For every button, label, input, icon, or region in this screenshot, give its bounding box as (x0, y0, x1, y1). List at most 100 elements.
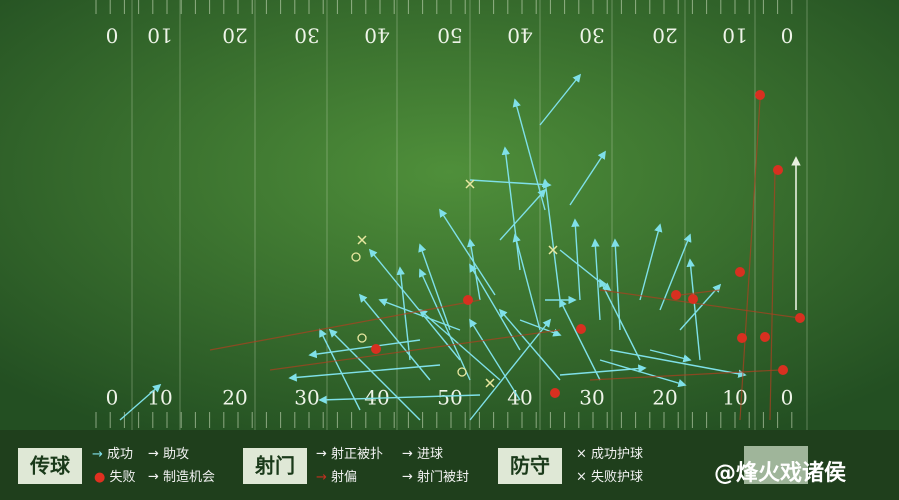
legend-item: → 制造机会 (148, 470, 215, 485)
legend-title: 射门 (254, 454, 295, 478)
defense-ring (351, 252, 361, 262)
pass-arrow (439, 208, 496, 296)
fail-dot (463, 295, 473, 305)
watermark: @烽火戏诸侯 (714, 460, 846, 486)
pass-arrow (469, 179, 552, 189)
miss-line (679, 289, 721, 296)
pass-arrow (686, 258, 701, 361)
field (0, 0, 899, 430)
miss-line (599, 289, 801, 319)
pass-arrow (611, 238, 621, 331)
fail-dot (795, 313, 805, 323)
fail-dot (778, 365, 788, 375)
pass-arrow (501, 146, 521, 271)
pass-arrow (512, 233, 541, 331)
legend-tag (18, 448, 82, 484)
fail-dot (755, 90, 765, 100)
legend-item: → 射门被封 (402, 469, 469, 485)
pass-arrow (599, 278, 641, 361)
yard-number: 10 (147, 386, 172, 410)
pass-arrow (541, 178, 561, 301)
pass-arrow (649, 349, 692, 363)
pass-arrow (318, 394, 481, 404)
pass-arrow (639, 223, 663, 301)
yard-number: 50 (437, 24, 462, 48)
legend-title: 传球 (29, 454, 71, 478)
pass-arrow (469, 318, 552, 421)
fail-dot (550, 388, 560, 398)
pass-arrow (499, 188, 547, 241)
legend-tag (243, 448, 307, 484)
fail-dot (688, 294, 698, 304)
pass-arrow (358, 293, 431, 381)
defense-mark (548, 245, 558, 255)
pass-arrow (569, 150, 606, 206)
pass-arrow (571, 218, 581, 301)
miss-line (209, 299, 481, 351)
yard-number: 20 (652, 24, 677, 48)
yard-number: 20 (652, 386, 677, 410)
legend-title: 防守 (510, 454, 550, 478)
yard-number: 30 (294, 386, 319, 410)
legend-item: → 射正被扑 (316, 446, 383, 462)
defense-ring (357, 333, 367, 343)
legend-item: → 射偏 (316, 469, 357, 485)
fail-dot (773, 165, 783, 175)
legend-item: → 成功 (92, 447, 133, 462)
pass-arrow (328, 328, 421, 421)
pass-arrow (659, 233, 692, 311)
pass-arrow (539, 73, 582, 126)
yard-number: 0 (106, 24, 119, 48)
legend-item: × 失败护球 (576, 470, 643, 485)
miss-line (589, 369, 781, 381)
pass-arrow (378, 298, 461, 331)
pass-arrow (599, 359, 687, 388)
yard-number: 50 (437, 386, 462, 410)
defense-mark (357, 235, 367, 245)
pass-arrow (308, 339, 421, 359)
yard-number: 0 (106, 386, 119, 410)
defense-mark (485, 378, 495, 388)
pass-arrow (559, 298, 601, 381)
fail-dot (671, 290, 681, 300)
pass-arrow (119, 383, 162, 421)
yard-number: 30 (579, 386, 604, 410)
yard-number: 0 (781, 386, 794, 410)
legend-item: × 成功护球 (576, 447, 643, 462)
defense-ring (457, 367, 467, 377)
legend-item: ● 失败 (94, 470, 136, 485)
pass-arrow (609, 349, 747, 378)
pass-arrow (368, 248, 461, 361)
logo (744, 446, 808, 484)
miss-line (269, 329, 561, 371)
pass-arrow (559, 249, 612, 292)
yard-number: 30 (294, 24, 319, 48)
pass-arrow (418, 243, 451, 331)
yard-number: 10 (722, 24, 747, 48)
fail-dot (735, 267, 745, 277)
fail-dot (760, 332, 770, 342)
miss-line (739, 99, 761, 421)
legend-item: → 进球 (402, 447, 443, 462)
yard-number: 20 (222, 386, 247, 410)
fail-dot (371, 344, 381, 354)
yard-number: 0 (781, 24, 794, 48)
miss-line (769, 169, 776, 421)
pass-arrow (519, 319, 562, 337)
yard-number: 40 (364, 24, 389, 48)
pass-arrow (469, 263, 521, 351)
pass-arrow (679, 283, 722, 331)
yard-number: 30 (579, 24, 604, 48)
yard-number: 20 (222, 24, 247, 48)
fail-dot (576, 324, 586, 334)
defense-mark (465, 179, 475, 189)
pass-arrow (418, 308, 501, 381)
legend-item: → 助攻 (148, 447, 189, 462)
yard-number: 40 (507, 386, 532, 410)
pass-arrow (319, 328, 361, 411)
yard-number: 10 (722, 386, 747, 410)
fail-dot (737, 333, 747, 343)
yard-number: 40 (507, 24, 532, 48)
pass-arrow (469, 318, 521, 401)
